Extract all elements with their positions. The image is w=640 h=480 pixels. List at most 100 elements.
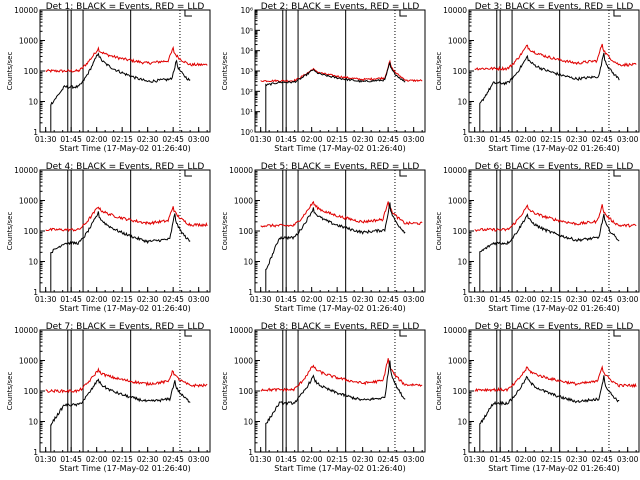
panel-title: Det 3: BLACK = Events, RED = LLD bbox=[475, 2, 634, 12]
x-tick-label: 02:45 bbox=[162, 295, 184, 304]
x-tick-label: 03:00 bbox=[403, 455, 425, 464]
panel-4: Det 4: BLACK = Events, RED = LLD 01:30 01:… bbox=[6, 162, 211, 313]
x-tick-label: 02:00 bbox=[301, 455, 323, 464]
x-tick-label: 01:45 bbox=[489, 455, 511, 464]
x-axis-label: Start Time (17-May-02 01:26:40) bbox=[274, 304, 405, 313]
x-tick-label: 02:00 bbox=[301, 135, 323, 144]
panel-7: Det 7: BLACK = Events, RED = LLD 01:30 01:… bbox=[6, 322, 211, 473]
series-lld-red bbox=[45, 206, 208, 233]
panel-8: Det 8: BLACK = Events, RED = LLD 01:30 01:… bbox=[221, 322, 426, 473]
x-tick-label: 03:00 bbox=[617, 455, 639, 464]
series-events-black bbox=[479, 213, 620, 292]
series-events-black bbox=[479, 375, 620, 452]
panel-title: Det 9: BLACK = Events, RED = LLD bbox=[475, 322, 634, 332]
series-events-black bbox=[50, 52, 191, 132]
y-tick-label: 10000 bbox=[443, 166, 467, 175]
y-tick-label: 1000 bbox=[448, 197, 467, 206]
series-lld-red bbox=[474, 365, 637, 393]
x-axis-label: Start Time (17-May-02 01:26:40) bbox=[488, 304, 619, 313]
y-tick-label: 10⁰ bbox=[240, 128, 253, 137]
legend-bracket bbox=[399, 10, 407, 17]
y-tick-label: 10¹ bbox=[240, 108, 253, 117]
legend-bracket bbox=[613, 330, 621, 337]
y-tick-label: 10³ bbox=[240, 67, 253, 76]
y-tick-label: 10000 bbox=[443, 6, 467, 15]
y-tick-label: 10 bbox=[28, 258, 38, 267]
y-tick-label: 10000 bbox=[443, 326, 467, 335]
y-tick-label: 100 bbox=[453, 67, 468, 76]
y-tick-label: 10 bbox=[243, 258, 253, 267]
x-axis-label: Start Time (17-May-02 01:26:40) bbox=[59, 144, 190, 153]
x-tick-label: 03:00 bbox=[188, 455, 210, 464]
y-tick-label: 10 bbox=[28, 98, 38, 107]
x-tick-label: 03:00 bbox=[617, 295, 639, 304]
y-tick-label: 1000 bbox=[234, 197, 253, 206]
x-tick-label: 02:45 bbox=[377, 295, 399, 304]
x-tick-label: 02:00 bbox=[86, 455, 108, 464]
x-tick-label: 03:00 bbox=[188, 295, 210, 304]
panel-9: Det 9: BLACK = Events, RED = LLD 01:30 01:… bbox=[435, 322, 640, 473]
panel-title: Det 6: BLACK = Events, RED = LLD bbox=[475, 162, 634, 172]
y-tick-label: 10² bbox=[240, 87, 253, 96]
y-axis-label: Counts/sec bbox=[221, 372, 229, 411]
x-tick-label: 02:15 bbox=[111, 455, 133, 464]
series-lld-red bbox=[45, 367, 208, 394]
x-tick-label: 02:15 bbox=[540, 135, 562, 144]
x-tick-label: 02:30 bbox=[566, 135, 588, 144]
series-events-black bbox=[50, 378, 191, 452]
y-tick-label: 1 bbox=[248, 288, 253, 297]
y-tick-label: 10 bbox=[457, 98, 467, 107]
x-tick-label: 02:15 bbox=[326, 135, 348, 144]
y-axis-label: Counts/sec bbox=[6, 52, 14, 91]
x-tick-label: 01:45 bbox=[489, 295, 511, 304]
series-lld-red bbox=[474, 43, 637, 72]
y-tick-label: 1000 bbox=[19, 357, 38, 366]
x-tick-label: 02:00 bbox=[515, 455, 537, 464]
x-axis-label: Start Time (17-May-02 01:26:40) bbox=[59, 464, 190, 473]
y-tick-label: 10 bbox=[457, 258, 467, 267]
x-tick-label: 02:15 bbox=[326, 455, 348, 464]
x-tick-label: 02:00 bbox=[86, 295, 108, 304]
legend-bracket bbox=[613, 10, 621, 17]
panel-1: Det 1: BLACK = Events, RED = LLD 01:30 01:… bbox=[6, 2, 211, 153]
y-tick-label: 10000 bbox=[14, 6, 38, 15]
x-tick-label: 02:45 bbox=[591, 295, 613, 304]
x-tick-label: 02:45 bbox=[377, 455, 399, 464]
x-axis-label: Start Time (17-May-02 01:26:40) bbox=[488, 144, 619, 153]
x-tick-label: 03:00 bbox=[403, 295, 425, 304]
x-tick-label: 01:30 bbox=[250, 295, 272, 304]
x-tick-label: 01:45 bbox=[275, 455, 297, 464]
x-tick-label: 02:15 bbox=[326, 295, 348, 304]
x-tick-label: 01:45 bbox=[489, 135, 511, 144]
y-axis-label: Counts/sec bbox=[6, 372, 14, 411]
y-axis-label: Counts/sec bbox=[6, 212, 14, 251]
y-tick-label: 10000 bbox=[229, 166, 253, 175]
y-tick-label: 1 bbox=[248, 448, 253, 457]
y-axis-label: Counts/sec bbox=[435, 212, 443, 251]
plot-frame bbox=[39, 329, 211, 453]
x-tick-label: 01:45 bbox=[275, 135, 297, 144]
y-tick-label: 1000 bbox=[234, 357, 253, 366]
panel-title: Det 1: BLACK = Events, RED = LLD bbox=[46, 2, 205, 12]
x-axis-label: Start Time (17-May-02 01:26:40) bbox=[274, 144, 405, 153]
plot-frame bbox=[254, 169, 426, 293]
y-axis-label: Counts/sec bbox=[435, 52, 443, 91]
x-tick-label: 02:45 bbox=[591, 455, 613, 464]
y-tick-label: 10⁵ bbox=[240, 26, 253, 35]
y-tick-label: 10 bbox=[457, 418, 467, 427]
y-tick-label: 100 bbox=[24, 67, 39, 76]
series-events-black bbox=[50, 211, 191, 292]
x-tick-label: 02:15 bbox=[111, 135, 133, 144]
panel-title: Det 5: BLACK = Events, RED = LLD bbox=[261, 162, 420, 172]
x-tick-label: 02:30 bbox=[352, 455, 374, 464]
panel-6: Det 6: BLACK = Events, RED = LLD 01:30 01:… bbox=[435, 162, 640, 313]
x-tick-label: 02:30 bbox=[137, 135, 159, 144]
x-tick-label: 01:30 bbox=[464, 295, 486, 304]
y-tick-label: 100 bbox=[24, 387, 39, 396]
panel-title: Det 2: BLACK = Events, RED = LLD bbox=[261, 2, 420, 12]
x-tick-label: 01:30 bbox=[35, 135, 57, 144]
y-tick-label: 10⁴ bbox=[240, 47, 253, 56]
plot-frame bbox=[468, 329, 640, 453]
x-tick-label: 03:00 bbox=[188, 135, 210, 144]
